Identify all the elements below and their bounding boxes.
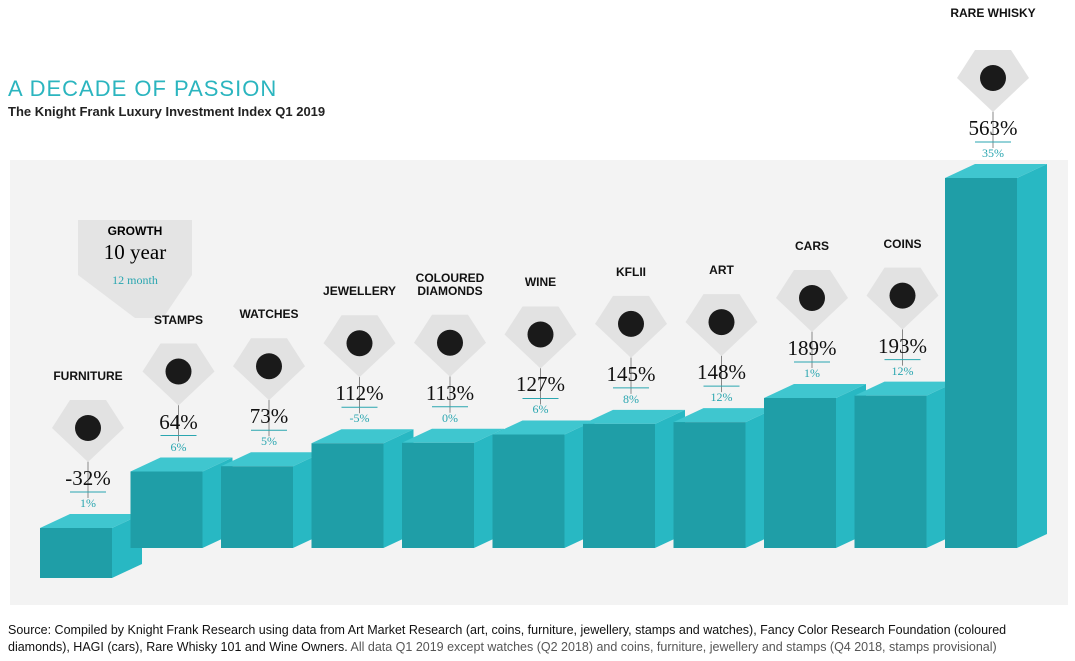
change-label: 1% [804,366,820,380]
value-label: 64% [159,409,198,434]
category-label: RARE WHISKY [950,6,1036,20]
bar-face [854,395,927,548]
bar-face [1017,164,1047,548]
value-label: 73% [249,404,289,429]
category-label: KFLII [616,264,646,279]
bar-face [311,429,414,444]
bar-face [402,428,504,443]
change-label: 1% [80,496,96,510]
icon [799,285,825,311]
category-label: ART [709,263,734,278]
icon [527,321,554,348]
legend-title: GROWTH [107,224,163,238]
bar-face [854,381,957,396]
category-label: STAMPS [153,312,204,327]
bar-face [583,423,655,548]
legend-diamond [78,220,192,318]
bar-face [764,384,866,398]
bar-face [945,178,1017,548]
category-label: CARS [794,239,829,253]
bar-face [311,443,384,548]
bar-face [402,442,474,548]
bar-face [221,466,293,548]
icon [618,310,644,337]
change-label: 8% [623,391,639,406]
bar-face [673,422,746,548]
category-label: COLOURED DIAMONDS [415,270,485,298]
legend-entry: 10 year [103,240,167,264]
change-label: 5% [261,434,277,449]
bar [854,381,957,548]
value-label: 193% [878,333,927,358]
change-label: 12% [710,390,733,405]
icon [437,329,463,356]
bar [221,452,323,548]
value-label: 189% [787,336,837,360]
icon [75,415,101,441]
bar-face [130,471,203,548]
bar [311,429,414,548]
source: Source: Compiled by Knight Frank Researc… [8,622,1068,656]
icon [889,282,916,309]
bar-face [130,457,233,472]
chart-subtitle: The Knight Frank Luxury Investment Index… [8,104,326,119]
change-label: 6% [532,402,549,417]
bar-face [583,409,685,424]
bar-face [40,528,112,578]
bar [673,408,776,548]
value-label: 113% [425,380,475,405]
change-label: 35% [982,146,1004,160]
value-label: 145% [606,361,656,386]
category-label: WINE [524,275,557,290]
change-label: -5% [349,411,370,426]
bar [492,420,595,548]
value-label: -32% [65,466,111,490]
note: All data Q1 2019 except watches (Q2 2018… [350,640,997,654]
bar-face [492,434,565,548]
bar-face [673,408,776,423]
bar [764,384,866,548]
legend-entry: 12 month [112,273,158,287]
category-label: FURNITURE [53,369,123,383]
change-label: 12% [891,363,914,378]
value-label: 112% [335,381,384,406]
icon [346,330,373,357]
bar [945,164,1047,548]
bar-face [945,164,1047,178]
bar-face [221,452,323,467]
value-label: 127% [516,372,565,397]
bar-face [492,420,595,435]
icon [980,65,1006,91]
icon [165,358,192,385]
category-label: JEWELLERY [323,284,396,299]
category-label: COINS [883,236,922,251]
value-label: 563% [968,116,1018,140]
bar [130,457,233,548]
bar-face [764,398,836,548]
icon [708,309,735,336]
change-label: 6% [170,439,187,454]
bar-face [40,514,142,528]
bar [583,409,685,548]
value-label: 148% [697,360,746,385]
source-text: Source: Compiled by Knight Frank Researc… [8,623,1007,654]
bar [40,514,142,578]
bar [402,428,504,548]
chart-title: A DECADE OF PASSION [8,76,278,101]
category-label: WATCHES [239,307,299,322]
icon [256,353,282,380]
change-label: 0% [442,410,458,425]
